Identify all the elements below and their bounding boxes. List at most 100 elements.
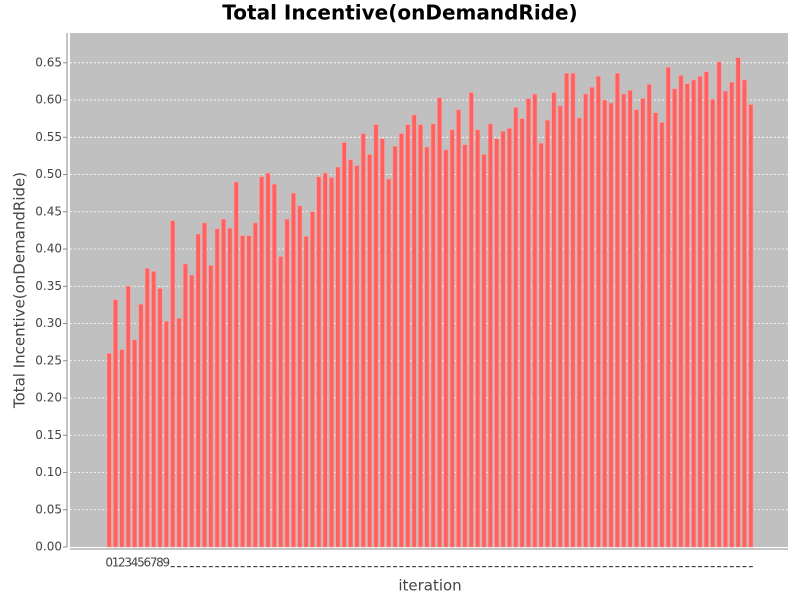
x-tick-label: 6 [143, 556, 151, 570]
x-tick-ellipsis [482, 566, 486, 568]
x-tick-ellipsis [577, 566, 582, 568]
x-tick-ellipsis [259, 566, 264, 568]
x-tick-ellipsis [405, 566, 410, 568]
x-tick-ellipsis [240, 566, 245, 568]
x-tick-ellipsis [189, 566, 194, 568]
x-tick-ellipsis [418, 566, 423, 568]
bar [716, 61, 722, 548]
x-tick-ellipsis [183, 566, 188, 568]
bar [481, 154, 487, 548]
x-tick-ellipsis [253, 566, 258, 568]
x-tick-ellipsis [234, 566, 239, 568]
bar [659, 122, 665, 548]
bar [697, 75, 703, 548]
x-tick-ellipsis [653, 566, 658, 568]
x-tick-ellipsis [291, 566, 296, 568]
bar [729, 81, 735, 548]
x-tick-ellipsis [443, 566, 448, 568]
y-tick-label: 0.00 [35, 540, 62, 554]
bar [475, 129, 481, 548]
x-tick-ellipsis [469, 566, 474, 568]
y-tick-label: 0.05 [35, 502, 62, 516]
bar [557, 105, 563, 548]
x-tick-ellipsis [342, 566, 347, 568]
x-tick-ellipsis [196, 566, 201, 568]
bar [303, 236, 309, 548]
x-tick-ellipsis [596, 566, 601, 568]
x-tick-ellipsis [386, 566, 391, 568]
bar [513, 107, 519, 548]
bar [646, 84, 652, 548]
x-tick-ellipsis [488, 566, 493, 568]
x-tick-ellipsis [380, 566, 385, 568]
bar [316, 176, 322, 548]
y-tick-label: 0.35 [35, 279, 62, 293]
x-tick-ellipsis [323, 566, 328, 568]
bar [119, 349, 125, 548]
bar [189, 274, 195, 548]
x-tick-ellipsis [208, 566, 213, 568]
x-tick-ellipsis [647, 566, 652, 568]
x-tick-ellipsis [564, 566, 569, 568]
bar [405, 124, 411, 548]
x-tick-ellipsis [717, 566, 722, 568]
x-tick-ellipsis [685, 566, 690, 568]
x-tick-ellipsis [310, 566, 315, 568]
bar [367, 154, 373, 548]
x-tick-ellipsis [748, 566, 753, 568]
bar [297, 205, 303, 548]
bar [538, 142, 544, 548]
x-tick-ellipsis [723, 566, 728, 568]
x-tick-ellipsis [672, 566, 677, 568]
x-tick-ellipsis [393, 566, 398, 568]
bar [545, 119, 550, 548]
x-tick-ellipsis [285, 566, 290, 568]
x-tick-ellipsis [412, 566, 417, 568]
bar [532, 93, 538, 548]
x-tick-ellipsis [609, 566, 614, 568]
y-tick-label: 0.25 [35, 353, 62, 367]
bar [290, 192, 296, 548]
x-tick-label: 5 [137, 556, 145, 570]
x-tick-label: 1 [112, 556, 120, 570]
bar [424, 146, 430, 548]
y-axis-label: Total Incentive(onDemandRide) [11, 172, 29, 409]
bar [595, 75, 601, 548]
x-tick-ellipsis [278, 566, 283, 568]
x-tick-ellipsis [227, 566, 232, 568]
x-tick-ellipsis [615, 566, 620, 568]
x-tick-label: 3 [124, 556, 132, 570]
x-tick-ellipsis [570, 566, 575, 568]
bar [456, 109, 462, 548]
bar [386, 178, 392, 548]
bar [360, 133, 366, 548]
bar [722, 90, 728, 548]
x-tick-ellipsis [621, 566, 626, 568]
bar [583, 93, 589, 548]
x-tick-ellipsis [431, 566, 436, 568]
y-tick-label: 0.50 [35, 167, 62, 181]
bar [176, 318, 182, 548]
x-tick-ellipsis [316, 566, 321, 568]
bar [182, 263, 188, 548]
bar [265, 172, 271, 548]
x-tick-label: 9 [163, 556, 171, 570]
bar [348, 159, 354, 548]
x-tick-ellipsis [545, 566, 550, 568]
x-tick-ellipsis [170, 566, 175, 568]
bar [653, 112, 658, 548]
x-tick-ellipsis [462, 566, 467, 568]
bar [710, 98, 716, 548]
bar [208, 265, 214, 548]
x-tick-ellipsis [691, 566, 696, 568]
bar [526, 98, 531, 548]
bar [233, 181, 239, 548]
x-tick-ellipsis [678, 566, 683, 568]
bar [157, 288, 163, 548]
bar [742, 79, 747, 548]
bar [627, 90, 633, 548]
x-tick-ellipsis [520, 566, 525, 568]
x-tick-ellipsis [475, 566, 480, 568]
x-tick-ellipsis [367, 566, 372, 568]
